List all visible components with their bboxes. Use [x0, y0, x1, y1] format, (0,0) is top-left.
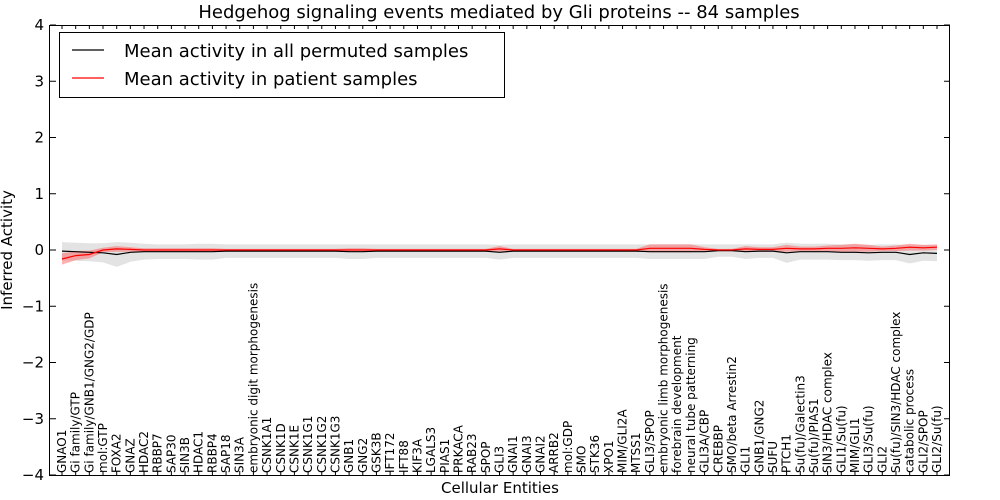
category-label: CSNK1G3 [328, 416, 342, 473]
category-label: forebrain development [670, 335, 684, 473]
legend: Mean activity in all permuted samples Me… [59, 32, 505, 98]
category-label: MIM/GLI2A [616, 409, 630, 473]
category-label: IFT88 [397, 440, 411, 473]
category-label: CSNK1A1 [260, 417, 274, 473]
category-label: MIM/GLI1 [848, 418, 862, 473]
category-label: ARRB2 [547, 432, 561, 473]
category-label: GLI2/Su(fu) [930, 405, 944, 473]
category-label: Su(fu)/Galectin3 [793, 375, 807, 473]
category-label: GLI2/SPOP [916, 410, 930, 473]
category-label: GNB1/GNG2 [752, 400, 766, 473]
permuted-series-line [61, 250, 938, 256]
category-label: GLI1/Su(fu) [834, 405, 848, 473]
y-tick-label: −2 [22, 354, 44, 372]
category-label: GSK3B [370, 432, 384, 473]
category-label: IFT172 [383, 433, 397, 473]
x-axis-label: Cellular Entities [441, 479, 559, 497]
category-label: GNAO1 [55, 430, 69, 473]
category-label: Gi family/GNB1/GNG2/GDP [82, 312, 96, 473]
category-label: SMO [575, 446, 589, 473]
patient-series-line [61, 246, 938, 260]
chart-title: Hedgehog signaling events mediated by Gl… [198, 2, 799, 23]
category-label: KIF3A [411, 438, 425, 473]
category-label: GNAZ [123, 438, 137, 473]
category-label: GLI3/SPOP [643, 410, 657, 473]
category-label: GNB1 [342, 439, 356, 473]
x-axis: GNAO1 Gi family/GTP Gi family/GNB1/GNG2/GD… [55, 25, 944, 475]
y-tick-label: −4 [22, 466, 44, 484]
category-label: GNAI1 [506, 435, 520, 473]
category-label: LGALS3 [424, 427, 438, 473]
category-label: SUFU [766, 441, 780, 473]
category-label: GLI3A/CBP [698, 410, 712, 473]
legend-label-permuted: Mean activity in all permuted samples [124, 41, 468, 62]
category-label: STK36 [588, 435, 602, 473]
y-tick-label: −3 [22, 410, 44, 428]
permuted-band [62, 242, 937, 267]
category-label: embryonic limb morphogenesis [657, 283, 671, 473]
category-label: Gi family/GTP [69, 392, 83, 473]
category-label: XPO1 [602, 440, 616, 473]
y-tick-label: 1 [34, 185, 44, 203]
category-label: catabolic process [903, 369, 917, 473]
patient-band [62, 243, 937, 265]
y-tick-label: −1 [22, 297, 44, 315]
category-label: RAB23 [465, 433, 479, 473]
category-label: FOXA2 [110, 433, 124, 473]
category-label: HDAC2 [137, 431, 151, 473]
category-label: CREBBP [711, 425, 725, 473]
category-label: SPOP [479, 441, 493, 473]
category-label: PTCH1 [780, 434, 794, 473]
category-label: PIAS1 [438, 439, 452, 473]
legend-box [59, 32, 505, 98]
y-tick-label: 3 [34, 72, 44, 90]
category-label: GLI3/Su(fu) [862, 405, 876, 473]
category-label: mol:GTP [96, 423, 110, 473]
category-label: CSNK1D [274, 423, 288, 473]
category-label: SAP18 [219, 434, 233, 473]
series-lines [61, 246, 938, 260]
category-label: GNG2 [356, 438, 370, 473]
y-tick-label: 2 [34, 129, 44, 147]
category-label: embryonic digit morphogenesis [246, 283, 260, 473]
category-label: GNAI3 [520, 435, 534, 473]
category-label: SMO/beta Arrestin2 [725, 356, 739, 473]
y-tick-label: 4 [34, 16, 44, 34]
category-label: Su(fu)/PIAS1 [807, 398, 821, 473]
y-tick-label: 0 [34, 241, 44, 259]
category-label: neural tube patterning [684, 337, 698, 473]
y-axis: −4 −3 −2 −1 0 1 2 3 4 [22, 16, 950, 484]
category-label: CSNK1G1 [301, 416, 315, 473]
category-label: SIN3A [233, 436, 247, 473]
category-label: GLI2 [875, 446, 889, 473]
y-axis-label: Inferred Activity [0, 190, 16, 310]
category-label: SIN3/HDAC complex [821, 352, 835, 473]
confidence-bands [62, 242, 937, 267]
category-label: CSNK1G2 [315, 416, 329, 473]
category-label: RBBP4 [205, 433, 219, 473]
legend-label-patient: Mean activity in patient samples [124, 69, 418, 90]
category-label: SIN3B [178, 437, 192, 473]
plot-frame [49, 25, 950, 476]
category-label: CSNK1E [287, 425, 301, 473]
category-label: RBBP7 [151, 433, 165, 473]
category-label: Su(fu)/SIN3/HDAC complex [889, 312, 903, 473]
category-label: GNAI2 [534, 435, 548, 473]
category-label: GLI3 [493, 446, 507, 473]
category-label: PRKACA [452, 424, 466, 473]
category-label: HDAC1 [192, 431, 206, 473]
category-label: mol:GDP [561, 421, 575, 473]
category-label: SAP30 [164, 434, 178, 473]
category-label: GLI1 [739, 446, 753, 473]
category-label: MTSS1 [629, 432, 643, 473]
